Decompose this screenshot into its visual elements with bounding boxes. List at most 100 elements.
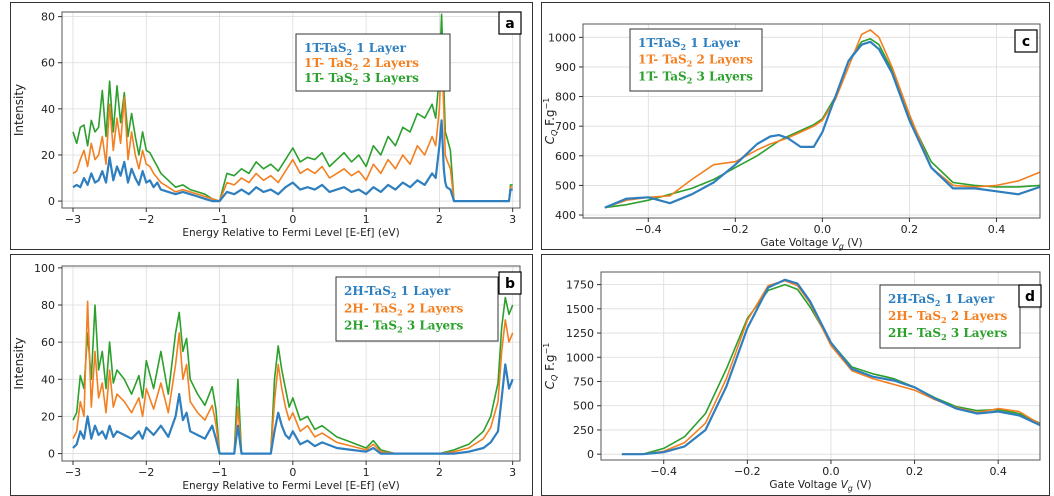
- grid: [62, 266, 520, 461]
- y-tick-label: 800: [555, 91, 576, 104]
- y-tick-label: 1000: [548, 31, 576, 44]
- y-tick-label: 20: [41, 149, 55, 162]
- series-line-1-layer: [621, 278, 1040, 456]
- panel-label-box: [498, 271, 522, 295]
- panel-label: a: [498, 11, 522, 35]
- x-tick-label: 0: [289, 466, 296, 479]
- y-tick-label: 1250: [566, 327, 594, 340]
- series-line-1-layer: [604, 40, 1040, 209]
- x-tick-label: 3: [509, 213, 516, 226]
- y-tick-label: 0: [587, 448, 594, 461]
- panel-label: c: [1014, 29, 1038, 53]
- series-line-2-layer: [72, 48, 513, 202]
- axes-frame: [600, 271, 1041, 461]
- legend-entry-3: 2H- TaS2 3 Layers: [888, 326, 1008, 342]
- axes-frame: [61, 11, 521, 209]
- panel-label-text: b: [505, 276, 515, 292]
- series-group: [72, 296, 514, 455]
- x-tick-label: 1: [363, 213, 370, 226]
- x-axis-label: Energy Relative to Fermi Level [E-Ef] (e…: [182, 480, 399, 492]
- x-axis-label: Gate Voltage Vg (V): [769, 479, 871, 493]
- y-axis-label: Intensity: [12, 337, 26, 389]
- panel-label-box: [498, 11, 522, 35]
- y-tick-label: 1000: [566, 351, 594, 364]
- y-tick-label: 60: [41, 336, 55, 349]
- legend-entry-3: 2H- TaS2 3 Layers: [344, 319, 464, 335]
- panel-label: d: [1018, 284, 1042, 308]
- y-tick-label: 100: [34, 262, 55, 275]
- x-tick-label: −3: [65, 466, 81, 479]
- y-tick-label: 40: [41, 103, 55, 116]
- x-tick-label: −1: [211, 466, 227, 479]
- legend-entry-2: 2H- TaS2 2 Layers: [888, 309, 1008, 325]
- y-tick-label: 60: [41, 57, 55, 70]
- legend-entry-2: 1T- TaS2 2 Layers: [638, 53, 753, 69]
- x-tick-label: 0.0: [814, 223, 832, 236]
- y-tick-label: 600: [555, 150, 576, 163]
- y-tick-label: 400: [555, 209, 576, 222]
- y-tick-label: 500: [573, 400, 594, 413]
- x-tick-label: 0.4: [989, 465, 1007, 478]
- panel-label-text: d: [1025, 289, 1035, 305]
- y-axis-label: CQ F.g−1: [542, 343, 559, 390]
- panel-c: −0.4 −0.2 0.0 0.2 0.4 400 500 600 700 800 900 1000 G…: [541, 2, 1050, 251]
- axes-frame: [61, 265, 521, 462]
- x-tick-label: 3: [509, 466, 516, 479]
- x-axis-label: Gate Voltage Vg (V): [760, 237, 862, 251]
- legend-entry-3: 1T- TaS2 3 Layers: [304, 71, 419, 87]
- series-line-1-layer: [72, 119, 513, 203]
- panel-a: −3 −2 −1 0 1 2 3 0 20 40 60 80 Energy Relative to Fe…: [10, 2, 533, 250]
- x-tick-label: 0.2: [906, 465, 924, 478]
- x-tick-label: 0: [289, 213, 296, 226]
- y-tick-label: 40: [41, 373, 55, 386]
- legend-entry-1: 1T-TaS2 1 Layer: [638, 36, 741, 52]
- legend-entry-1: 2H-TaS2 1 Layer: [344, 284, 451, 300]
- axes-frame: [582, 23, 1041, 219]
- y-tick-label: 1500: [566, 303, 594, 316]
- series-group: [604, 29, 1040, 209]
- series-line-1-layer: [72, 363, 514, 455]
- legend-box: [295, 33, 451, 92]
- x-tick-label: 0.2: [901, 223, 919, 236]
- y-tick-label: 1750: [566, 279, 594, 292]
- y-tick-label: 500: [555, 179, 576, 192]
- y-tick-label: 700: [555, 120, 576, 133]
- legend-box: [879, 284, 1021, 349]
- y-tick-label: 900: [555, 61, 576, 74]
- x-tick-label: −0.2: [722, 223, 749, 236]
- panel-label-box: [1018, 284, 1042, 308]
- x-tick-label: −2: [138, 213, 154, 226]
- x-tick-label: 0.4: [988, 223, 1006, 236]
- legend-entry-2: 1T- TaS2 2 Layers: [304, 56, 419, 72]
- y-tick-label: 80: [41, 11, 55, 24]
- legend-entry-1: 1T-TaS2 1 Layer: [304, 41, 407, 57]
- series-line-2-layer: [604, 29, 1040, 209]
- x-tick-label: −0.4: [650, 465, 677, 478]
- y-tick-label: 0: [48, 448, 55, 461]
- x-tick-label: −0.2: [734, 465, 761, 478]
- x-tick-label: −0.4: [635, 223, 662, 236]
- x-axis-label: Energy Relative to Fermi Level [E-Ef] (e…: [182, 227, 399, 239]
- panel-label-box: [1014, 29, 1038, 53]
- y-tick-label: 250: [573, 424, 594, 437]
- x-tick-label: −3: [65, 213, 81, 226]
- y-tick-label: 80: [41, 299, 55, 312]
- panel-label-text: a: [505, 16, 514, 32]
- x-tick-label: −2: [138, 466, 154, 479]
- x-tick-label: 2: [436, 466, 443, 479]
- x-tick-label: 1: [363, 466, 370, 479]
- y-tick-label: 20: [41, 410, 55, 423]
- legend-box: [629, 28, 763, 92]
- y-axis-label: Intensity: [12, 84, 26, 136]
- x-tick-label: 2: [436, 213, 443, 226]
- legend-entry-1: 2H-TaS2 1 Layer: [888, 292, 995, 308]
- y-tick-label: 0: [48, 195, 55, 208]
- y-axis-label: CQ F.g−1: [542, 98, 559, 145]
- y-tick-label: 750: [573, 376, 594, 389]
- panel-b: −3 −2 −1 0 1 2 3 0 20 40 60 80 100 Energy Relative to…: [10, 254, 533, 496]
- legend-box: [335, 276, 499, 342]
